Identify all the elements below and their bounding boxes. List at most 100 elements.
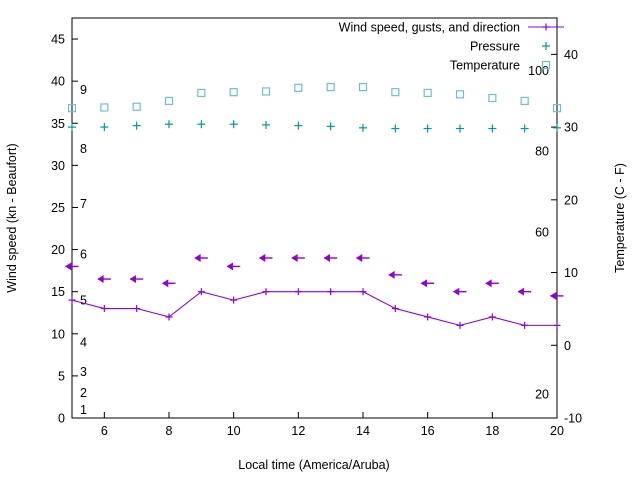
temperature-point [391,88,400,97]
wind-speed-point [327,288,335,296]
legend-entry: Pressure [470,40,550,54]
wind-speed-point [197,288,205,296]
wind-speed-point [165,313,173,321]
legend-label: Pressure [470,40,520,54]
pressure-point [553,123,561,132]
wind-direction-arrow [452,287,467,296]
wind-speed-point [553,321,561,329]
left-axis-ticks: 0 5 10 15 20 25 30 35 40 45 [51,33,78,426]
wind-speed-line [71,291,557,326]
temperature-point [294,83,303,92]
left-tick-label: 40 [51,75,65,89]
wind-speed-point [68,296,76,304]
wind-direction-arrow [194,254,208,262]
pressure-point [197,120,206,129]
chart-legend: Wind speed, gusts, and direction Pressure… [339,21,564,73]
pressure-point [423,124,432,133]
wind-speed-point [100,305,108,313]
wind-direction-arrow [485,279,499,288]
temperature-point [423,88,432,98]
beaufort-label: 1 [80,403,87,417]
temperature-point [132,102,141,111]
wind-speed-point [230,296,238,304]
temperature-point [164,96,174,106]
fahrenheit-label: 80 [535,145,549,159]
series-1 [64,254,564,329]
pressure-point [391,124,400,133]
wind-direction-arrow [161,279,176,288]
left-tick-label: 5 [58,369,65,383]
temperature-point [358,82,368,92]
pressure-point [359,123,367,132]
beaufort-label: 2 [80,386,87,400]
x-axis-label: Local time (America/Aruba) [238,458,389,472]
legend-entry: Temperature [450,59,551,73]
temperature-point [67,104,77,113]
wind-direction-arrow [258,254,273,262]
beaufort-scale-labels: 1 2 3 4 5 6 7 8 9 [80,83,87,417]
beaufort-label: 6 [80,247,87,261]
temperature-point [455,90,465,99]
right-axis-ticks: -10 0 10 20 30 40 [551,48,582,426]
wind-direction-arrow [129,275,144,283]
legend-label: Temperature [450,59,520,73]
wind-speed-point [456,321,464,329]
pressure-point [520,124,529,133]
pressure-point [488,124,497,133]
x-tick-label: 18 [485,424,499,438]
temperature-point [229,88,238,97]
right-tick-label: 40 [564,48,578,62]
wind-direction-arrow [549,291,564,300]
wind-direction-arrow [291,254,305,262]
fahrenheit-label: 100 [528,64,549,78]
beaufort-label: 4 [80,336,87,350]
beaufort-label: 9 [80,83,87,97]
left-tick-label: 0 [58,412,65,426]
x-tick-label: 16 [421,424,435,438]
right-tick-label: 30 [564,121,578,135]
wind-speed-point [359,288,367,296]
data-series-group [64,82,564,329]
left-tick-label: 20 [51,243,65,257]
legend-entry: Wind speed, gusts, and direction [339,21,564,35]
legend-label: Wind speed, gusts, and direction [339,21,520,35]
temperature-point [488,93,497,103]
legend-marker [542,23,550,31]
left-tick-label: 45 [51,33,65,47]
pressure-point [326,122,335,131]
x-tick-label: 6 [101,424,108,438]
y-axis-label-right: Temperature (C - F) [613,163,627,273]
x-tick-label: 12 [291,424,305,438]
right-tick-label: 10 [564,266,578,280]
wind-direction-arrow [97,275,111,283]
wind-speed-point [424,313,432,321]
x-tick-label: 8 [166,424,173,438]
plot-frame [71,17,558,419]
temperature-point [197,88,206,98]
pressure-point [229,120,238,129]
left-tick-label: 10 [51,327,65,341]
temperature-point [326,82,335,92]
x-tick-label: 20 [550,424,564,438]
wind-direction-arrow [388,270,402,279]
left-tick-label: 25 [51,201,65,215]
temperature-point [100,103,109,112]
fahrenheit-label: 20 [535,388,549,402]
x-axis-ticks: 6 8 10 12 14 16 18 20 [101,412,564,438]
wind-direction-arrow [517,287,532,296]
pressure-point [294,121,303,130]
beaufort-label: 8 [80,142,87,156]
wind-speed-point [521,321,529,329]
pressure-point [68,123,76,132]
legend-marker [541,60,551,70]
series-2 [68,120,561,133]
beaufort-label: 3 [80,365,87,379]
pressure-point [262,120,270,129]
wind-direction-arrow [420,279,435,288]
x-tick-label: 10 [227,424,241,438]
wind-direction-arrow [226,262,241,271]
pressure-point [165,120,173,129]
x-tick-label: 14 [356,424,370,438]
pressure-point [132,121,141,130]
wind-speed-point [488,313,496,321]
